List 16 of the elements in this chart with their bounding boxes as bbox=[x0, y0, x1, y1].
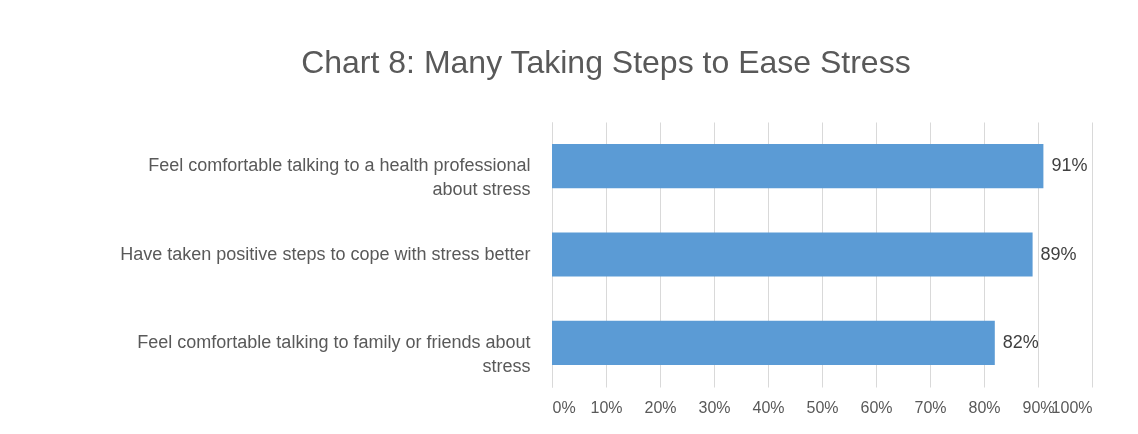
x-tick-label: 10% bbox=[590, 398, 623, 416]
y-tick-label: Have taken positive steps to cope with stress better bbox=[120, 243, 531, 264]
y-tick-label: Feel comfortable talking to a health professional about stress bbox=[148, 155, 531, 200]
data-label: 91% bbox=[1051, 155, 1088, 176]
data-label: 82% bbox=[1002, 331, 1039, 352]
chart-title: Chart 8: Many Taking Steps to Ease Stress bbox=[301, 44, 911, 80]
data-label: 89% bbox=[1040, 243, 1077, 264]
x-tick-label: 40% bbox=[752, 398, 785, 416]
x-tick-label: 80% bbox=[968, 398, 1001, 416]
x-tick-label: 20% bbox=[644, 398, 677, 416]
x-tick-label: 0% bbox=[552, 398, 576, 416]
x-tick-label: 70% bbox=[914, 398, 947, 416]
x-tick-label: 30% bbox=[698, 398, 731, 416]
x-tick-label: 50% bbox=[806, 398, 839, 416]
x-tick-label: 60% bbox=[860, 398, 893, 416]
y-tick-label: Feel comfortable talking to family or friends about stress bbox=[137, 331, 531, 376]
